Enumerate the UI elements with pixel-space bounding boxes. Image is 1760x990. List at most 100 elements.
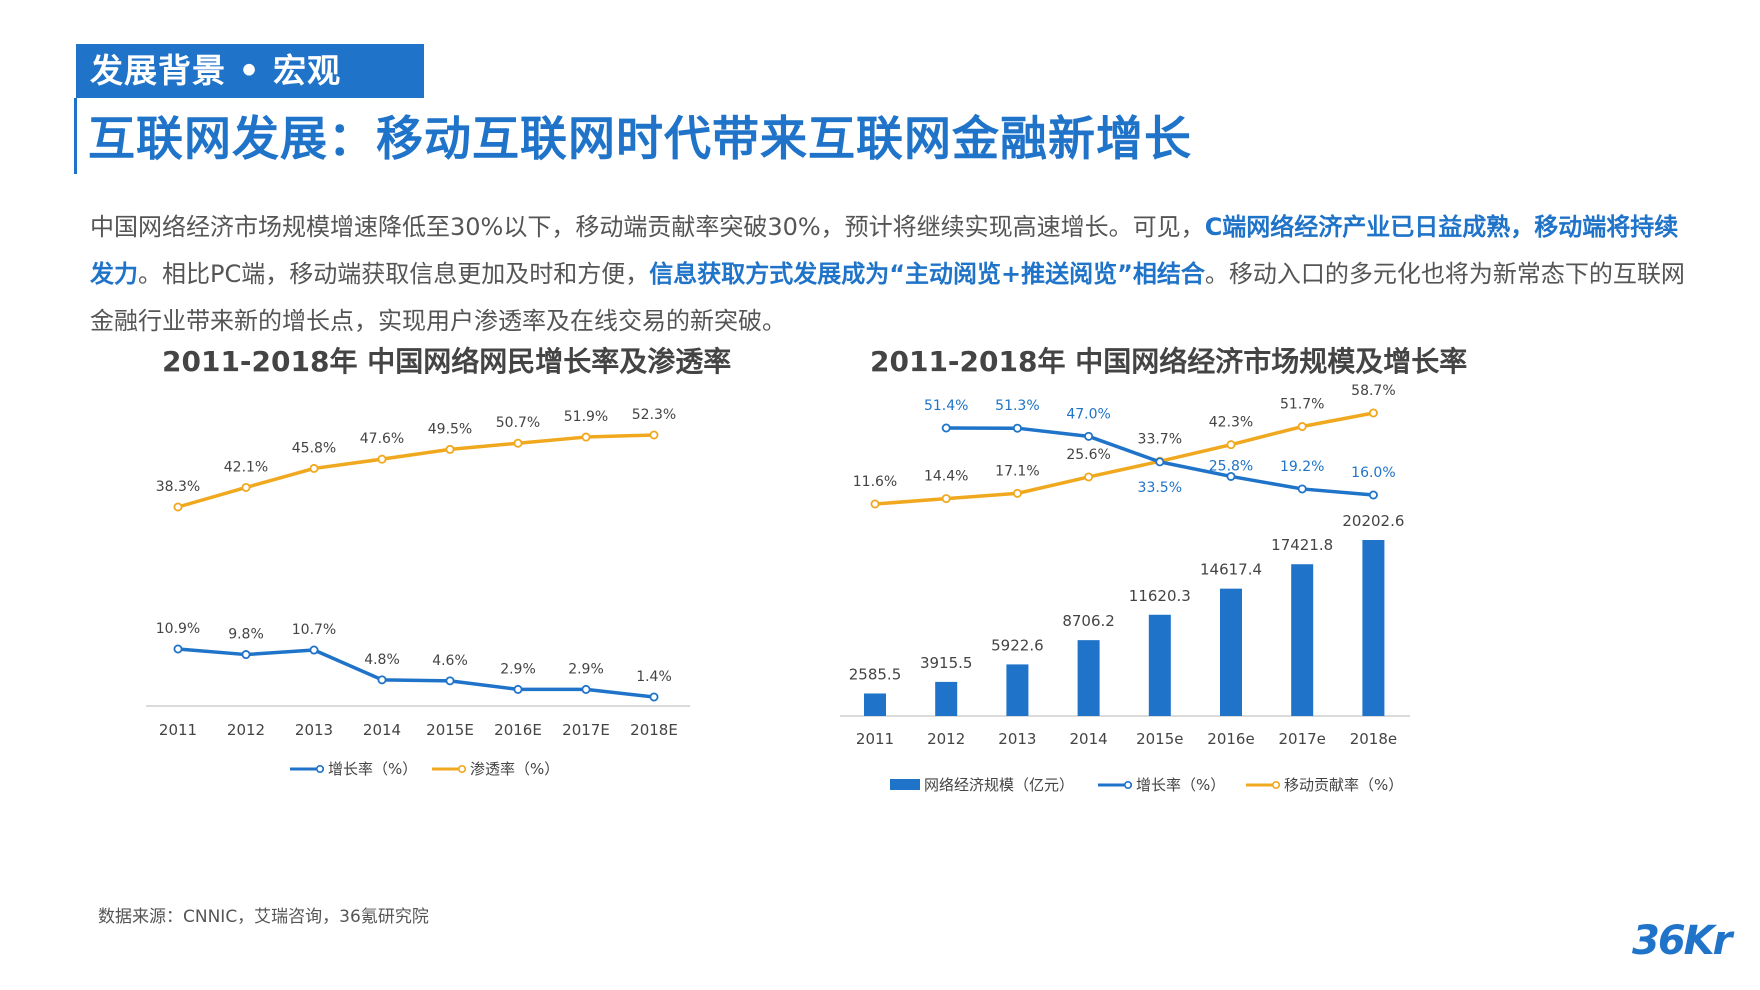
- chart1-penetration-label-7: 52.3%: [632, 407, 676, 423]
- chart1-penetration-point-6: [581, 432, 591, 442]
- data-source: 数据来源：CNNIC，艾瑞咨询，36氪研究院: [98, 907, 429, 927]
- chart1-legend-growth-label: 增长率（%）: [328, 760, 417, 778]
- chart1-tick-7: 2018E: [630, 721, 678, 739]
- chart1-growth-label-3: 4.8%: [364, 652, 400, 668]
- chart1-penetration-label-0: 38.3%: [156, 479, 200, 495]
- chart1-tick-6: 2017E: [562, 721, 610, 739]
- chart1-tick-0: 2011: [159, 721, 197, 739]
- chart2-mobile-label-2: 17.1%: [995, 463, 1039, 479]
- chart2-network-economy: 2011 2012 2013 2014 2015e 2016e 2017e 2018e 2585…: [840, 383, 1410, 794]
- chart2-bar-2: [1006, 664, 1029, 716]
- chart2-growth-label-5: 25.8%: [1209, 458, 1253, 474]
- chart1-tick-2: 2013: [295, 721, 333, 739]
- chart2-tick-7: 2018e: [1350, 730, 1397, 748]
- chart2-mobile-label-3: 25.6%: [1066, 447, 1110, 463]
- intro-highlight-2: 信息获取方式发展成为“主动阅览+推送阅览”相结合: [649, 260, 1205, 288]
- chart1-penetration-point-7: [649, 430, 659, 440]
- chart1-tick-1: 2012: [227, 721, 265, 739]
- chart1-penetration-point-0: [173, 502, 183, 512]
- chart2-growth-label-2: 51.3%: [995, 398, 1039, 414]
- chart1-penetration-point-2: [309, 463, 319, 473]
- chart1-growth-point-1: [241, 650, 251, 660]
- page-title: 互联网发展：移动互联网时代带来互联网金融新增长: [88, 112, 1192, 167]
- chart2-growth-point-6: [1297, 484, 1307, 494]
- intro-text-2: 。相比PC端，移动端获取信息更加及时和方便，: [138, 260, 650, 288]
- brand-logo: 36Kr: [1632, 918, 1732, 964]
- chart2-bar-label-6: 17421.8: [1271, 536, 1333, 554]
- chart1-growth-label-1: 9.8%: [228, 627, 264, 643]
- chart1-penetration-point-3: [377, 454, 387, 464]
- intro-paragraph: 中国网络经济市场规模增速降低至30%以下，移动端贡献率突破30%，预计将继续实现…: [90, 204, 1690, 345]
- chart1-growth-label-7: 1.4%: [636, 669, 672, 685]
- chart2-bar-7: [1362, 540, 1385, 716]
- chart1-penetration-label-2: 45.8%: [292, 440, 336, 456]
- section-tag: 发展背景 • 宏观: [76, 44, 424, 98]
- chart2-tick-0: 2011: [856, 730, 894, 748]
- chart2-bar-5: [1220, 588, 1242, 716]
- chart1-growth-label-5: 2.9%: [500, 661, 536, 677]
- chart1-growth-label-2: 10.7%: [292, 622, 336, 638]
- chart1-penetration-point-1: [241, 482, 251, 492]
- chart1-growth-point-0: [173, 644, 183, 654]
- chart1-growth-point-4: [445, 676, 455, 686]
- chart2-mobile-point-3: [1084, 472, 1094, 482]
- chart2-tick-1: 2012: [927, 730, 965, 748]
- chart2-mobile-label-6: 51.7%: [1280, 397, 1324, 413]
- chart2-mobile-label-4: 33.7%: [1138, 431, 1182, 447]
- chart1-penetration-line: [177, 433, 655, 509]
- chart2-growth-label-7: 16.0%: [1351, 465, 1395, 481]
- title-accent-bar: [74, 98, 77, 174]
- chart1-growth-label-6: 2.9%: [568, 661, 604, 677]
- chart2-mobile-line: [874, 411, 1374, 506]
- chart2-mobile-point-2: [1012, 488, 1022, 498]
- chart1-penetration-label-5: 50.7%: [496, 415, 540, 431]
- intro-text-3: 。移动入口的多元化也将为新常态下的互联网金融行业带来新的增长点，实现用户渗透率及…: [90, 260, 1685, 335]
- chart2-bar-label-4: 11620.3: [1129, 587, 1191, 605]
- chart2-growth-point-5: [1226, 471, 1236, 481]
- chart1-penetration-point-4: [445, 444, 455, 454]
- chart2-growth-point-4: [1155, 457, 1165, 467]
- chart2-growth-label-6: 19.2%: [1280, 459, 1324, 475]
- chart2-bar-label-0: 2585.5: [849, 665, 902, 683]
- chart2-growth-point-1: [941, 423, 951, 433]
- chart2-bar-label-1: 3915.5: [920, 654, 973, 672]
- chart1-penetration-point-5: [513, 438, 523, 448]
- chart1-growth-point-7: [649, 692, 659, 702]
- chart1-penetration-label-3: 47.6%: [360, 431, 404, 447]
- chart2-tick-5: 2016e: [1207, 730, 1254, 748]
- chart2-bar-3: [1077, 640, 1100, 716]
- chart2-mobile-point-6: [1297, 422, 1307, 432]
- chart2-mobile-point-5: [1226, 440, 1236, 450]
- chart2-legend-growth-label: 增长率（%）: [1136, 776, 1225, 794]
- chart2-growth-label-1: 51.4%: [924, 398, 968, 414]
- chart2-tick-4: 2015e: [1136, 730, 1183, 748]
- chart2-mobile-point-1: [941, 494, 951, 504]
- chart1-netizen-growth: 2011 2012 2013 2014 2015E 2016E 2017E 2018E 38.3…: [146, 407, 690, 778]
- chart1-legend-growth-marker: [315, 764, 324, 773]
- chart1-tick-4: 2015E: [426, 721, 474, 739]
- chart2-title: 2011-2018年 中国网络经济市场规模及增长率: [870, 345, 1468, 378]
- chart1-legend-penetration-label: 渗透率（%）: [470, 760, 559, 778]
- chart2-legend-scale-swatch: [890, 779, 920, 790]
- chart1-growth-label-4: 4.6%: [432, 653, 468, 669]
- chart1-penetration-label-4: 49.5%: [428, 421, 472, 437]
- chart1-title: 2011-2018年 中国网络网民增长率及渗透率: [162, 345, 732, 378]
- chart2-bar-label-2: 5922.6: [991, 636, 1044, 654]
- chart2-tick-6: 2017e: [1278, 730, 1325, 748]
- chart2-growth-point-7: [1368, 490, 1378, 500]
- chart2-legend-growth-marker: [1123, 780, 1132, 789]
- chart1-growth-point-2: [309, 645, 319, 655]
- chart2-mobile-label-5: 42.3%: [1209, 415, 1253, 431]
- chart2-mobile-label-1: 14.4%: [924, 469, 968, 485]
- chart2-tick-3: 2014: [1070, 730, 1108, 748]
- chart2-mobile-label-0: 11.6%: [853, 474, 897, 490]
- chart2-bar-label-5: 14617.4: [1200, 561, 1262, 579]
- chart2-bar-6: [1291, 564, 1314, 716]
- intro-highlight-1: C端网络经济产业已日益成熟，移动端将持续发力: [90, 213, 1679, 288]
- chart2-mobile-label-7: 58.7%: [1351, 383, 1395, 399]
- chart1-growth-point-6: [581, 684, 591, 694]
- chart1-growth-point-3: [377, 675, 387, 685]
- chart1-tick-5: 2016E: [494, 721, 542, 739]
- chart2-bar-label-3: 8706.2: [1062, 612, 1115, 630]
- chart1-penetration-label-6: 51.9%: [564, 409, 608, 425]
